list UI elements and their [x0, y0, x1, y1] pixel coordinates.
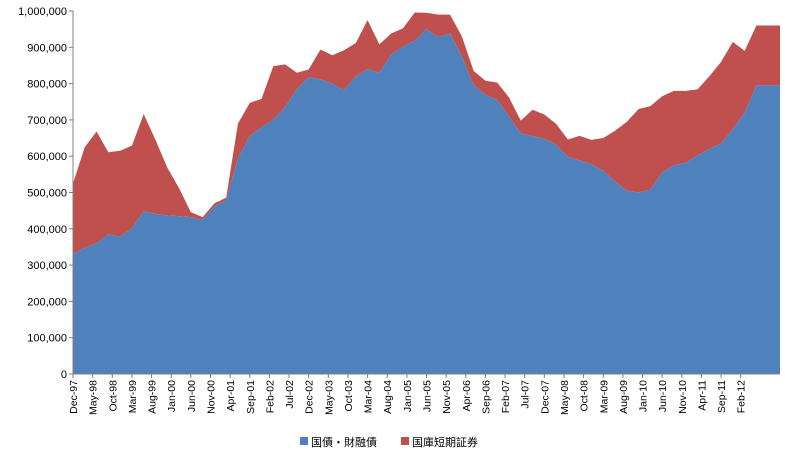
x-tick-label: Jan-00 — [166, 380, 178, 412]
y-tick-label: 800,000 — [27, 79, 67, 91]
y-tick-label: 300,000 — [27, 260, 67, 272]
x-tick-label: Apr-06 — [461, 380, 473, 412]
area-series-national-bonds — [73, 29, 780, 375]
plot-areas — [73, 12, 780, 375]
legend-swatch-national-bonds — [300, 437, 308, 445]
x-tick-label: May-08 — [559, 380, 571, 415]
x-tick-label: Feb-12 — [736, 380, 748, 413]
y-axis: 0 100,000 200,000 300,000 400,000 500,000 600,… — [18, 6, 74, 381]
x-tick-label: Sep-06 — [480, 380, 492, 414]
legend-swatch-treasury-bills — [401, 437, 409, 445]
x-tick-label: Dec-07 — [539, 380, 551, 414]
x-tick-label: Oct-03 — [343, 380, 355, 412]
x-tick-label: Mar-09 — [598, 380, 610, 413]
x-tick-label: Mar-99 — [127, 380, 139, 413]
x-tick-label: Sep-11 — [716, 380, 728, 413]
x-tick-label: Feb-02 — [264, 380, 276, 413]
x-tick-label: Aug-99 — [147, 380, 159, 414]
x-tick-label: Aug-04 — [382, 380, 394, 414]
x-tick-label: Sep-01 — [245, 380, 257, 414]
x-tick-label: Oct-98 — [107, 380, 119, 412]
y-tick-label: 400,000 — [27, 224, 67, 236]
y-tick-label: 200,000 — [27, 296, 67, 308]
y-tick-label: 700,000 — [27, 115, 67, 127]
x-tick-label: Jun-00 — [186, 380, 198, 412]
x-tick-label: Jan-05 — [402, 380, 414, 412]
x-tick-label: Nov-00 — [205, 380, 217, 414]
x-tick-label: Nov-10 — [677, 380, 689, 414]
y-tick-label: 600,000 — [27, 151, 67, 163]
x-tick-label: Oct-08 — [579, 380, 591, 412]
area-series-treasury-bills — [73, 12, 780, 255]
x-tick-label: Jun-05 — [422, 380, 434, 412]
legend: 国債・財融債 国庫短期証券 — [300, 435, 478, 449]
x-axis: Dec-97 May-98 Oct-98 Mar-99 Aug-99 Jan-00 Jun-… — [68, 373, 780, 415]
x-tick-label: May-98 — [88, 380, 100, 415]
legend-label-treasury-bills: 国庫短期証券 — [412, 435, 478, 449]
x-tick-label: Jul-07 — [520, 380, 532, 409]
x-tick-label: Apr-01 — [225, 380, 237, 412]
x-tick-label: Aug-09 — [618, 380, 630, 414]
x-tick-label: Dec-02 — [304, 380, 316, 414]
x-tick-label: Jul-02 — [284, 380, 296, 409]
y-tick-label: 500,000 — [27, 188, 67, 200]
x-tick-label: Jun-10 — [657, 380, 669, 412]
y-tick-label: 1,000,000 — [18, 6, 67, 18]
x-tick-label: Nov-05 — [441, 380, 453, 414]
x-tick-label: Apr-11 — [696, 380, 708, 411]
x-tick-label: Feb-07 — [500, 380, 512, 413]
x-tick-label: May-03 — [323, 380, 335, 415]
y-tick-label: 900,000 — [27, 42, 67, 54]
y-tick-label: 0 — [61, 369, 67, 381]
x-tick-label: Dec-97 — [68, 380, 80, 414]
x-tick-label: Mar-04 — [363, 380, 375, 413]
legend-label-national-bonds: 国債・財融債 — [311, 435, 377, 449]
x-tick-label: Jan-10 — [638, 380, 650, 412]
y-tick-label: 100,000 — [27, 333, 67, 345]
